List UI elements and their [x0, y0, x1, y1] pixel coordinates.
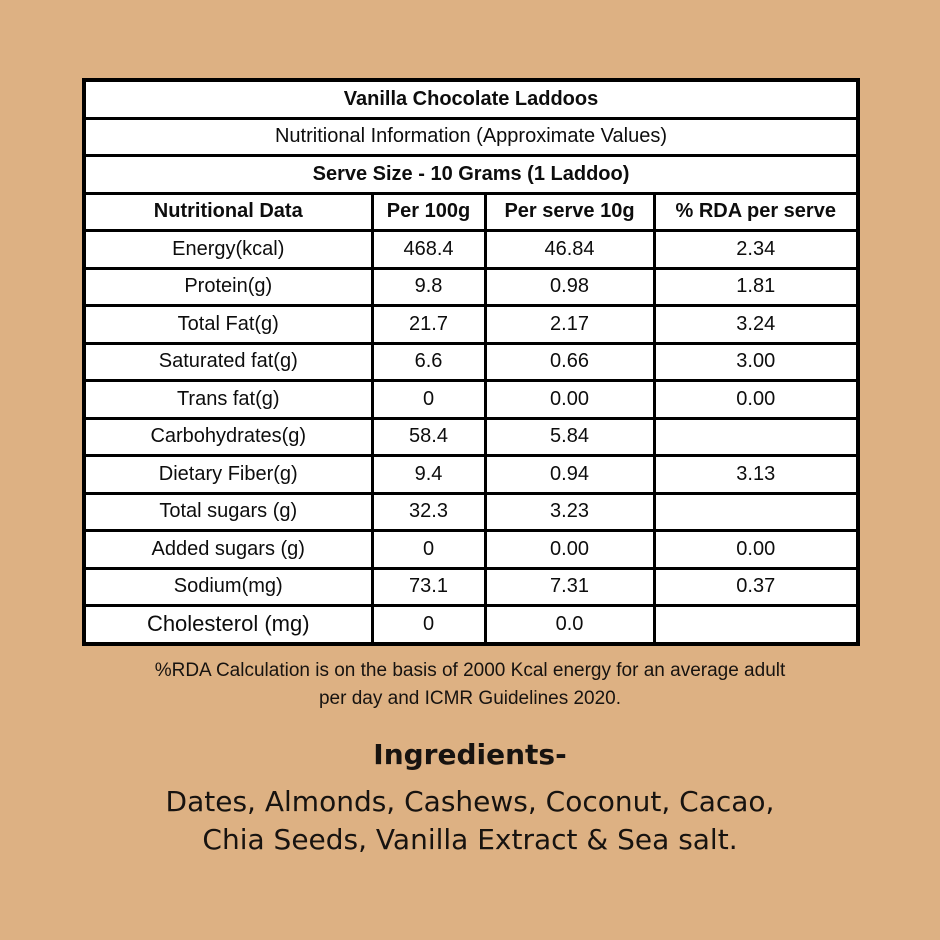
value-per-100g: 21.7	[370, 304, 487, 345]
table-row: Saturated fat(g) 6.6 0.66 3.00	[82, 341, 860, 382]
row-label: Dietary Fiber(g)	[82, 454, 374, 495]
row-label: Saturated fat(g)	[82, 341, 374, 382]
value-rda	[652, 416, 860, 457]
col-header-rda-per-serve: % RDA per serve	[652, 191, 860, 232]
col-header-per-serve-10g: Per serve 10g	[483, 191, 656, 232]
value-per-100g: 73.1	[370, 566, 487, 607]
value-per-serve: 0.94	[483, 454, 656, 495]
value-per-100g: 9.8	[370, 266, 487, 307]
value-rda: 2.34	[652, 229, 860, 270]
value-per-serve: 0.00	[483, 379, 656, 420]
value-rda: 0.00	[652, 529, 860, 570]
value-per-100g: 58.4	[370, 416, 487, 457]
row-label: Total Fat(g)	[82, 304, 374, 345]
ingredients-line-1: Dates, Almonds, Cashews, Coconut, Cacao,	[165, 785, 775, 818]
row-label: Total sugars (g)	[82, 491, 374, 532]
value-per-100g: 0	[370, 379, 487, 420]
value-rda: 3.00	[652, 341, 860, 382]
col-header-nutritional-data: Nutritional Data	[82, 191, 374, 232]
ingredients-heading: Ingredients-	[373, 738, 567, 771]
table-row: Trans fat(g) 0 0.00 0.00	[82, 379, 860, 420]
product-title: Vanilla Chocolate Laddoos	[82, 78, 860, 120]
rda-footnote-line-1: %RDA Calculation is on the basis of 2000…	[154, 660, 786, 681]
value-per-serve: 7.31	[483, 566, 656, 607]
value-per-serve: 2.17	[483, 304, 656, 345]
table-row: Total Fat(g) 21.7 2.17 3.24	[82, 304, 860, 345]
value-per-100g: 9.4	[370, 454, 487, 495]
table-row: Protein(g) 9.8 0.98 1.81	[82, 266, 860, 307]
table-row: Carbohydrates(g) 58.4 5.84	[82, 416, 860, 457]
nutrition-subtitle: Nutritional Information (Approximate Val…	[82, 116, 860, 157]
table-row: Added sugars (g) 0 0.00 0.00	[82, 529, 860, 570]
rda-footnote: %RDA Calculation is on the basis of 2000…	[0, 657, 940, 713]
subtitle-row: Nutritional Information (Approximate Val…	[82, 116, 860, 157]
table-row: Sodium(mg) 73.1 7.31 0.37	[82, 566, 860, 607]
value-per-serve: 5.84	[483, 416, 656, 457]
value-rda: 0.00	[652, 379, 860, 420]
row-label: Protein(g)	[82, 266, 374, 307]
table-row: Dietary Fiber(g) 9.4 0.94 3.13	[82, 454, 860, 495]
row-label: Carbohydrates(g)	[82, 416, 374, 457]
table-row: Cholesterol (mg) 0 0.0	[82, 604, 860, 645]
table-row: Total sugars (g) 32.3 3.23	[82, 491, 860, 532]
value-rda: 0.37	[652, 566, 860, 607]
ingredients-line-2: Chia Seeds, Vanilla Extract & Sea salt.	[202, 823, 738, 856]
value-per-serve: 0.0	[483, 604, 656, 645]
rda-footnote-line-2: per day and ICMR Guidelines 2020.	[318, 688, 622, 709]
value-rda: 1.81	[652, 266, 860, 307]
value-per-serve: 0.98	[483, 266, 656, 307]
value-per-100g: 6.6	[370, 341, 487, 382]
row-label: Trans fat(g)	[82, 379, 374, 420]
column-header-row: Nutritional Data Per 100g Per serve 10g …	[82, 191, 860, 232]
value-rda: 3.24	[652, 304, 860, 345]
value-per-100g: 468.4	[370, 229, 487, 270]
value-rda	[652, 604, 860, 645]
value-per-serve: 0.00	[483, 529, 656, 570]
row-label: Energy(kcal)	[82, 229, 374, 270]
value-rda: 3.13	[652, 454, 860, 495]
serve-size-row: Serve Size - 10 Grams (1 Laddoo)	[82, 154, 860, 195]
value-per-100g: 0	[370, 529, 487, 570]
value-per-100g: 0	[370, 604, 487, 645]
col-header-per-100g: Per 100g	[370, 191, 487, 232]
row-label: Cholesterol (mg)	[82, 604, 374, 645]
value-per-serve: 0.66	[483, 341, 656, 382]
value-per-100g: 32.3	[370, 491, 487, 532]
nutrition-table: Vanilla Chocolate Laddoos Nutritional In…	[82, 78, 860, 646]
serve-size: Serve Size - 10 Grams (1 Laddoo)	[82, 154, 860, 195]
table-row: Energy(kcal) 468.4 46.84 2.34	[82, 229, 860, 270]
ingredients-section: Ingredients- Dates, Almonds, Cashews, Co…	[0, 738, 940, 859]
row-label: Sodium(mg)	[82, 566, 374, 607]
value-per-serve: 46.84	[483, 229, 656, 270]
title-row: Vanilla Chocolate Laddoos	[82, 78, 860, 120]
value-rda	[652, 491, 860, 532]
row-label: Added sugars (g)	[82, 529, 374, 570]
value-per-serve: 3.23	[483, 491, 656, 532]
